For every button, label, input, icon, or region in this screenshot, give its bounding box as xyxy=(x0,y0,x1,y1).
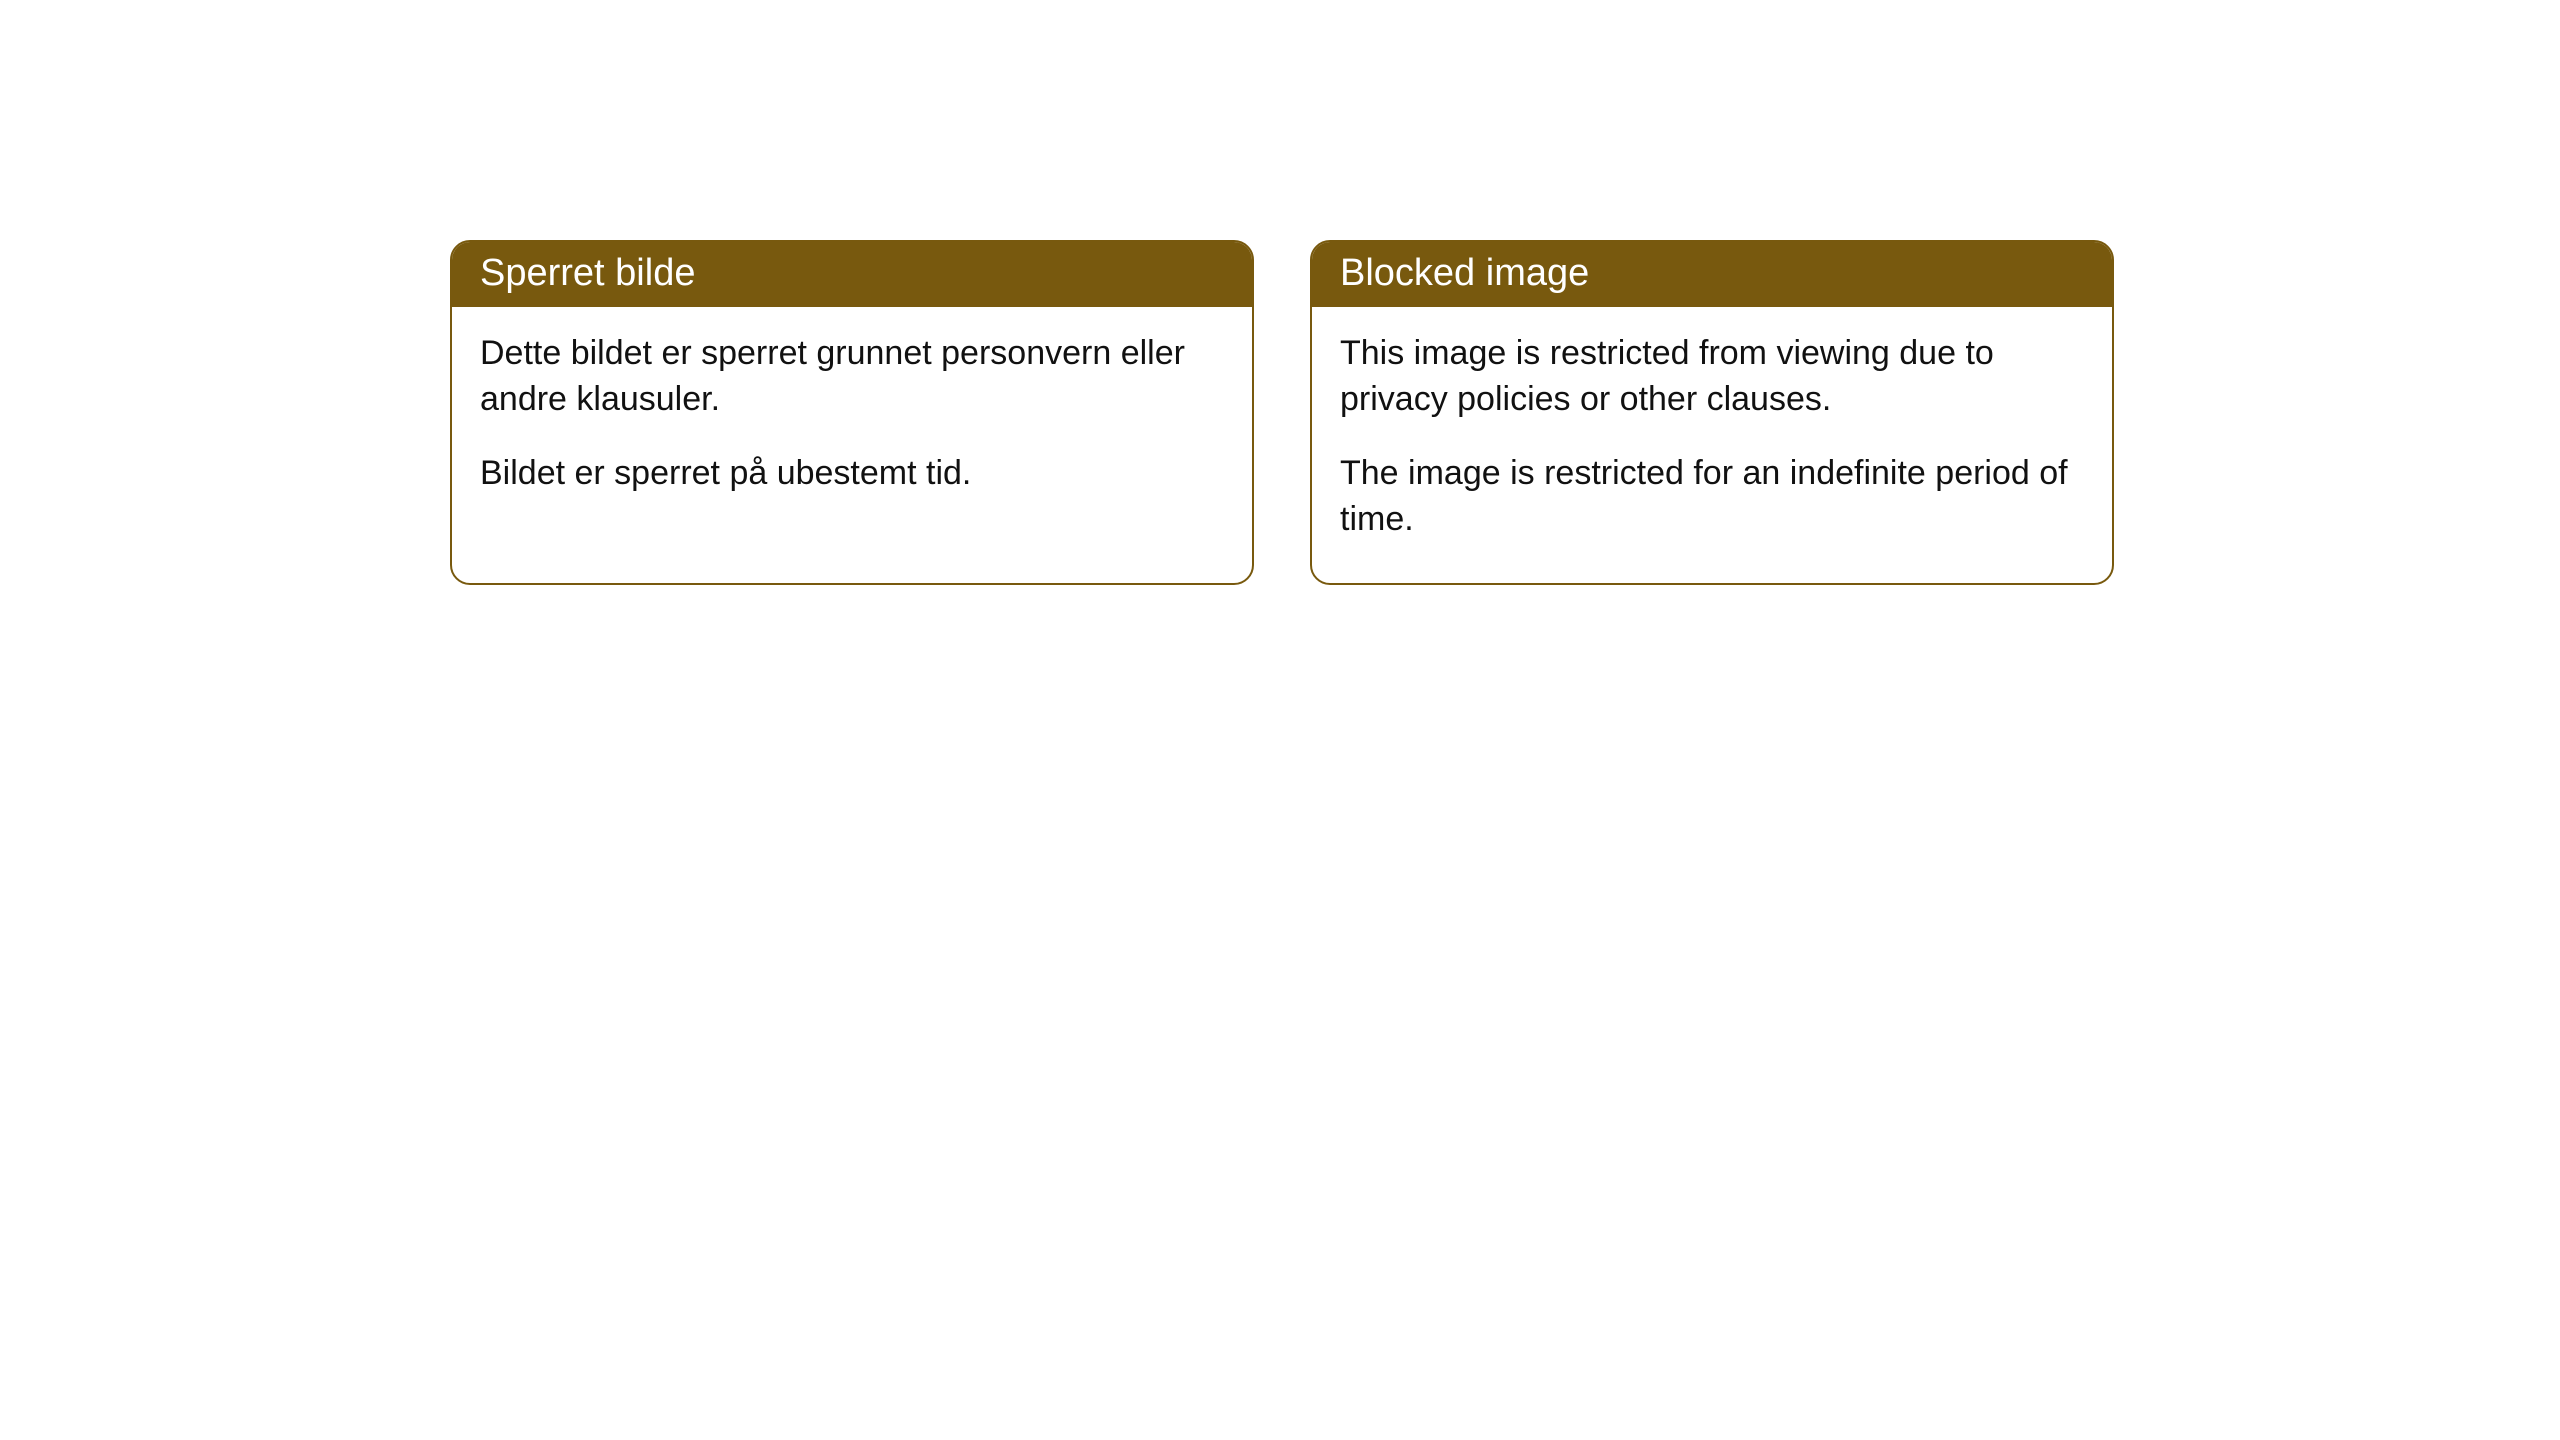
card-header: Sperret bilde xyxy=(452,242,1252,307)
notice-cards-container: Sperret bilde Dette bildet er sperret gr… xyxy=(450,240,2560,585)
card-paragraph: Bildet er sperret på ubestemt tid. xyxy=(480,451,1224,497)
card-paragraph: This image is restricted from viewing du… xyxy=(1340,331,2084,423)
card-body: This image is restricted from viewing du… xyxy=(1312,307,2112,583)
card-body: Dette bildet er sperret grunnet personve… xyxy=(452,307,1252,537)
card-paragraph: Dette bildet er sperret grunnet personve… xyxy=(480,331,1224,423)
notice-card-norwegian: Sperret bilde Dette bildet er sperret gr… xyxy=(450,240,1254,585)
notice-card-english: Blocked image This image is restricted f… xyxy=(1310,240,2114,585)
card-header: Blocked image xyxy=(1312,242,2112,307)
card-paragraph: The image is restricted for an indefinit… xyxy=(1340,451,2084,543)
